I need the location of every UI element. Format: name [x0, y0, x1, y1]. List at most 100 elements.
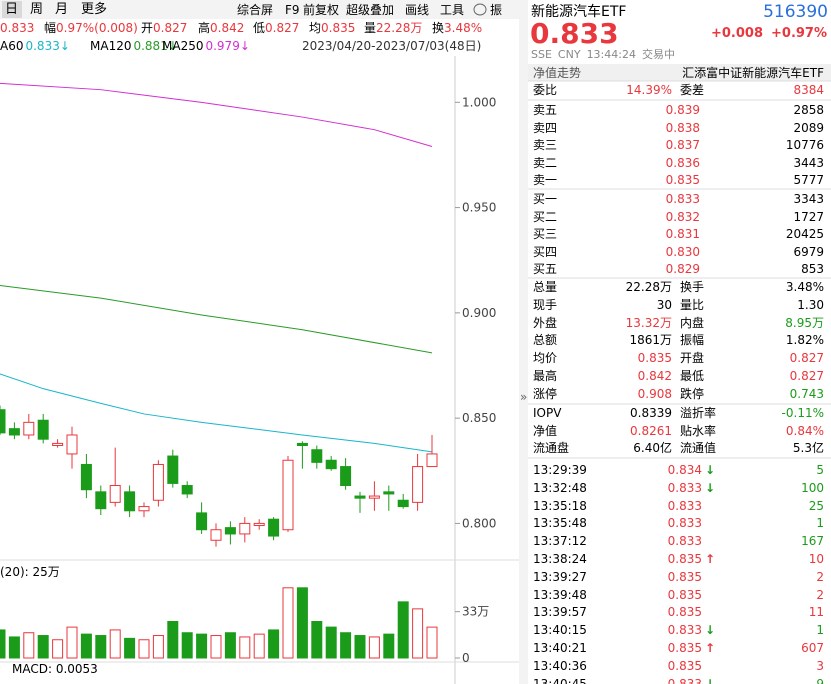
trade-arrow: ↑ — [705, 641, 716, 655]
trade-volume: 167 — [801, 534, 824, 549]
collapse-icon[interactable]: » — [520, 390, 527, 404]
field-label: 振幅 — [680, 333, 705, 348]
candle-body — [239, 522, 251, 535]
field-label: 量比 — [680, 297, 705, 312]
meta-item: SSE — [531, 48, 552, 61]
quote-item: 幅0.97%(0.008) — [44, 20, 138, 36]
field-value: 0.827 — [789, 369, 824, 383]
security-name: 新能源汽车ETF — [531, 4, 627, 20]
tool-button[interactable]: 综合屏 — [237, 3, 274, 17]
quote-value: 0.842 — [210, 21, 245, 35]
candle-body — [23, 421, 35, 436]
trade-price: 0.833 — [667, 498, 702, 513]
field-value: 13.32万 — [625, 315, 672, 330]
quote-value: 0.97%(0.008) — [56, 21, 138, 35]
settings-icon[interactable] — [473, 3, 487, 16]
period-tab[interactable]: 周 — [30, 2, 44, 17]
volume-bar — [325, 626, 337, 659]
change-value: +0.008 — [710, 26, 763, 41]
trade-volume: 1 — [816, 623, 824, 638]
quote-item: 高0.842 — [198, 20, 244, 36]
meta-item: 交易中 — [641, 48, 675, 61]
volume-bar — [152, 635, 164, 659]
period-tab[interactable]: 更多 — [81, 2, 108, 17]
tool-button[interactable]: 超级叠加 — [346, 3, 395, 17]
field-value: 0.908 — [637, 386, 672, 401]
candle-body — [412, 466, 424, 503]
volume-bar — [426, 626, 438, 659]
splitter[interactable] — [519, 0, 528, 684]
active-period-bg — [2, 1, 22, 18]
book-price: 0.831 — [665, 227, 700, 242]
field-label: 最低 — [680, 369, 705, 383]
field-label: 换手 — [680, 280, 705, 294]
volume-bar — [311, 621, 323, 659]
book-volume: 1727 — [793, 209, 824, 224]
trade-volume: 2 — [816, 587, 824, 602]
trade-price: 0.835 — [667, 658, 702, 673]
trade-volume: 2 — [816, 569, 824, 584]
ma-label: MA120 — [90, 39, 132, 53]
ma-item: A60 0.833↓ — [0, 38, 70, 54]
ma-label: MA250 — [162, 39, 204, 53]
tool-button[interactable]: 工具 — [440, 3, 465, 17]
quote-item: 开0.827 — [141, 20, 187, 36]
field-value: 1861万 — [629, 333, 672, 348]
period-tab[interactable]: 日 — [5, 2, 19, 17]
field-label: 流通值 — [680, 441, 717, 456]
field-value: 0.835 — [637, 351, 672, 366]
trade-arrow: ↓ — [705, 480, 716, 495]
quote-label: 低 — [253, 21, 266, 35]
trade-time: 13:38:24 — [533, 552, 587, 566]
quote-meta: SSE CNY 13:44:24 交易中 — [531, 47, 681, 63]
quote-item: 换3.48% — [432, 20, 482, 36]
book-volume: 2858 — [793, 103, 824, 117]
trade-arrow: ↓ — [705, 623, 716, 638]
field-label: 委差 — [680, 83, 705, 97]
candle-body — [368, 495, 380, 499]
trade-time: 13:35:18 — [533, 498, 587, 513]
change-pct: +0.97% — [771, 26, 827, 41]
ma-item: MA120 0.881↓ — [90, 38, 178, 54]
book-volume: 853 — [801, 262, 824, 277]
tool-button[interactable]: 前复权 — [303, 3, 340, 17]
y-tick-label: 0.900 — [462, 306, 496, 320]
ma-line — [0, 373, 433, 453]
book-price: 0.832 — [665, 209, 700, 224]
trade-volume: 607 — [801, 641, 824, 655]
volume-bar — [268, 629, 280, 659]
field-label: 均价 — [533, 351, 558, 366]
volume-bar — [383, 633, 395, 659]
tool-button[interactable]: F9 — [285, 3, 300, 17]
ma-item: MA250 0.979↓ — [162, 38, 250, 54]
candle-body — [80, 463, 92, 491]
book-volume: 2089 — [793, 120, 824, 135]
volume-bar — [196, 633, 208, 659]
candle-body — [8, 428, 20, 436]
y-tick-label: 0.800 — [462, 516, 496, 530]
ma-value: 0.833↓ — [25, 39, 70, 53]
book-price: 0.838 — [665, 120, 700, 135]
book-price: 0.839 — [665, 103, 700, 117]
field-label: 贴水率 — [680, 423, 717, 438]
trade-price: 0.833 — [667, 480, 702, 495]
volume-bar — [412, 608, 424, 659]
period-tab[interactable]: 月 — [55, 2, 69, 17]
field-label: 总额 — [533, 333, 558, 348]
trade-time: 13:29:39 — [533, 463, 587, 477]
trade-arrow: ↓ — [705, 463, 716, 477]
field-label: 溢折率 — [680, 406, 717, 420]
tool-button[interactable]: 画线 — [405, 3, 430, 17]
volume-bar — [253, 633, 265, 659]
volume-bar — [124, 637, 136, 659]
meta-item: CNY — [557, 48, 581, 61]
field-value: 8.95万 — [785, 315, 824, 330]
candle-body — [167, 455, 179, 484]
candle-body — [210, 529, 222, 541]
ma-line — [0, 285, 433, 354]
trade-price: 0.835 — [667, 605, 702, 620]
quote-value: 0.835 — [321, 21, 356, 35]
field-value: 22.28万 — [625, 280, 672, 294]
candle-body — [52, 442, 64, 447]
